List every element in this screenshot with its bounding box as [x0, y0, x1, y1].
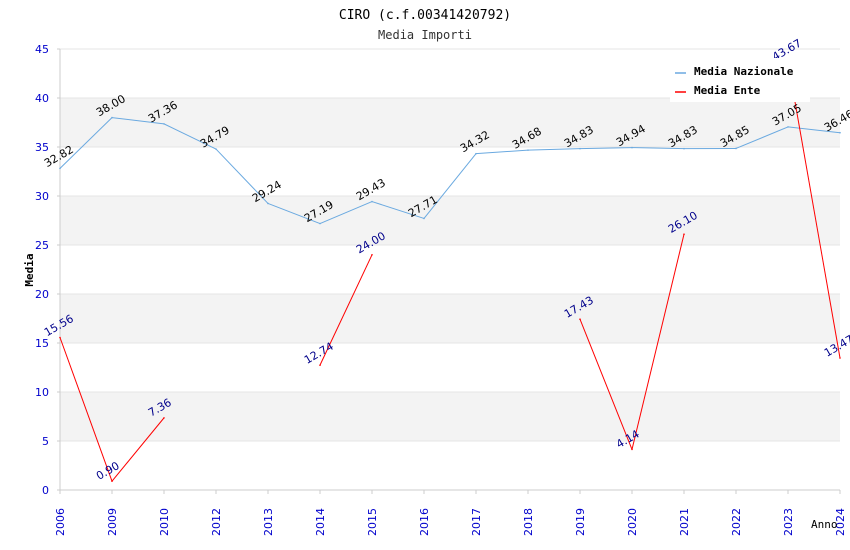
grid-band: [60, 98, 840, 147]
x-tick-label: 2024: [834, 508, 847, 536]
x-tick-label: 2012: [210, 508, 223, 536]
data-point-media-nazionale: [735, 147, 737, 150]
series-segment-media-ente: [579, 319, 633, 450]
x-tick-label: 2009: [106, 508, 119, 536]
data-point-media-ente: [839, 357, 841, 359]
data-point-media-nazionale: [423, 217, 425, 220]
y-tick-label: 35: [35, 141, 49, 154]
grid-band: [60, 147, 840, 196]
y-tick-label: 40: [35, 92, 49, 105]
series-segment-media-nazionale: [163, 123, 217, 150]
data-point-media-ente: [579, 318, 581, 320]
x-tick-label: 2018: [522, 508, 535, 536]
series-segment-media-nazionale: [423, 153, 477, 219]
y-tick-label: 5: [42, 435, 49, 448]
y-tick-label: 25: [35, 239, 49, 252]
series-segment-media-nazionale: [371, 201, 425, 219]
series-segment-media-nazionale: [475, 149, 529, 155]
data-point-media-ente: [683, 233, 685, 236]
data-point-media-nazionale: [215, 148, 217, 150]
x-tick-label: 2017: [470, 508, 483, 536]
data-point-media-nazionale: [787, 126, 789, 128]
x-tick-label: 2015: [366, 508, 379, 536]
y-tick-label: 0: [42, 484, 49, 497]
x-tick-labels: 2006 2009 2010 2012 2013 2014 2015 2016 2017 2018…: [54, 490, 847, 536]
chart-title: CIRO (c.f.00341420792): [339, 8, 511, 23]
grid-band: [60, 343, 840, 392]
series-segment-media-ente: [787, 61, 841, 359]
x-tick-label: 2016: [418, 508, 431, 536]
grid-band: [60, 245, 840, 294]
data-point-media-nazionale: [683, 147, 685, 150]
series-segment-media-nazionale: [579, 147, 633, 150]
grid-band: [60, 196, 840, 245]
data-point-media-ente: [163, 417, 165, 419]
chart-subtitle: Media Importi: [378, 28, 472, 42]
series-segment-media-nazionale: [319, 201, 373, 224]
legend-label-media-nazionale: Media Nazionale: [694, 65, 794, 78]
y-tick-label: 10: [35, 386, 49, 399]
series-segment-media-ente: [319, 254, 373, 366]
legend-label-media-ente: Media Ente: [694, 84, 761, 97]
grid-band: [60, 441, 840, 490]
data-point-media-nazionale: [839, 131, 841, 134]
data-point-media-nazionale: [59, 167, 61, 170]
grid-band: [60, 294, 840, 343]
x-tick-label: 2021: [678, 508, 691, 536]
x-tick-label: 2019: [574, 508, 587, 536]
x-tick-label: 2020: [626, 508, 639, 536]
data-point-media-ente: [59, 336, 61, 339]
series-segment-media-nazionale: [267, 202, 321, 225]
series-segment-media-nazionale: [735, 126, 789, 149]
y-tick-label: 45: [35, 43, 49, 56]
series-segment-media-ente: [631, 234, 685, 450]
series-segment-media-nazionale: [59, 117, 113, 169]
data-point-media-ente: [631, 448, 633, 451]
series-segment-media-nazionale: [111, 117, 165, 125]
data-point-media-ente: [111, 480, 113, 482]
data-point-media-ente: [371, 254, 373, 256]
series-segment-media-ente: [111, 417, 165, 482]
series-segment-media-ente: [59, 337, 113, 482]
legend-background: [670, 58, 810, 102]
plot-background: [60, 49, 840, 490]
legend: Media Nazionale Media Ente: [670, 58, 810, 102]
x-tick-label: 2023: [782, 508, 795, 536]
y-tick-label: 15: [35, 337, 49, 350]
y-tick-label: 20: [35, 288, 49, 301]
y-tick-labels: 0 5 10 15 20 25 30 35 40 45: [35, 43, 60, 497]
data-point-media-nazionale: [527, 149, 529, 151]
data-point-media-nazionale: [475, 152, 477, 155]
data-point-media-nazionale: [267, 202, 269, 205]
data-point-media-nazionale: [319, 222, 321, 225]
series-segment-media-nazionale: [631, 147, 685, 150]
series-segment-media-nazionale: [527, 148, 581, 151]
x-tick-label: 2013: [262, 508, 275, 536]
x-tick-label: 2022: [730, 508, 743, 536]
grid-band: [60, 392, 840, 441]
data-point-media-nazionale: [111, 116, 113, 119]
data-point-media-nazionale: [371, 200, 373, 203]
series-lines: [59, 61, 841, 482]
data-point-media-nazionale: [631, 146, 633, 149]
data-point-media-nazionale: [163, 123, 165, 125]
gridlines: [60, 48, 840, 442]
series-segment-media-nazionale: [215, 148, 269, 204]
x-axis-title: Anno: [811, 518, 838, 531]
data-point-media-nazionale: [579, 147, 581, 150]
x-tick-label: 2010: [158, 508, 171, 536]
data-point-media-ente: [319, 364, 321, 366]
y-axis-title: Media: [23, 253, 36, 286]
x-tick-label: 2006: [54, 508, 67, 536]
series-segment-media-nazionale: [787, 126, 841, 134]
y-tick-label: 30: [35, 190, 49, 203]
x-tick-label: 2014: [314, 508, 327, 536]
